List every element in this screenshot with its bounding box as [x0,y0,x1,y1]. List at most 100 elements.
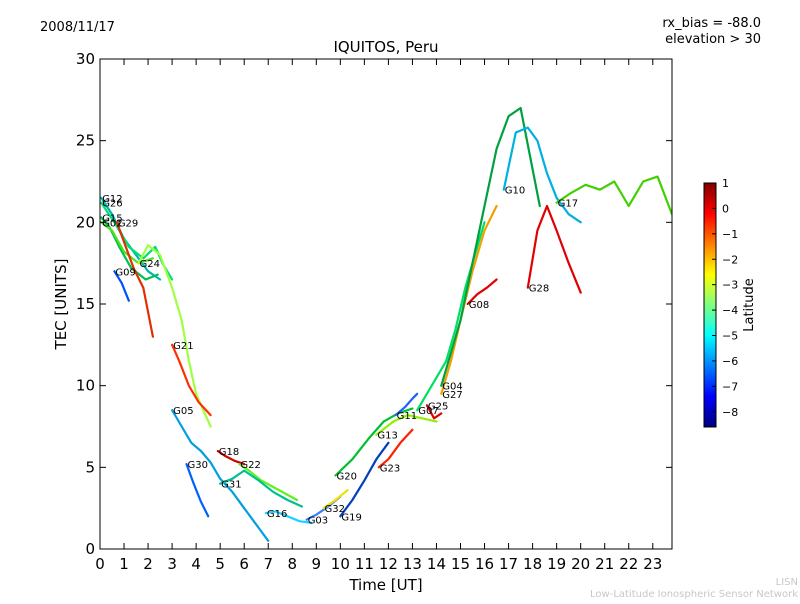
series-label-g26: G26 [102,199,122,210]
colorbar: 1 0 −1 −2 −3 −4 −5 −6 −7 −8 [703,177,738,428]
x-tick-label-7: 7 [263,555,273,573]
x-tick-label-5: 5 [215,555,225,573]
series-line-g19 [339,441,390,518]
series-line-g32 [322,489,349,510]
series-line-g21 [171,343,212,417]
x-tick-label-15: 15 [451,555,470,573]
series-label-g11: G11 [397,411,417,422]
x-tick-label-11: 11 [355,555,374,573]
y-tick-label-4: 20 [76,213,95,231]
colorbar-label: Latitude [742,278,757,332]
x-tick-label-22: 22 [619,555,638,573]
series-line-g11 [394,392,419,417]
series-label-g18: G18 [219,447,239,458]
series-label-g17: G17 [558,199,578,210]
series-label-g12: G12 [102,194,122,205]
series-line-g15 [100,216,159,281]
series-label-g27: G27 [442,390,462,401]
series-label-g13: G13 [377,431,397,442]
x-tick-label-18: 18 [523,555,542,573]
colorbar-tick-label-7: −6 [722,355,738,368]
plot-frame [99,58,673,550]
series-label-g04: G04 [442,382,462,393]
y-axis: 0 5 10 15 20 25 30 [76,50,672,558]
series-label-g23: G23 [380,463,400,474]
x-tick-label-1: 1 [119,555,129,573]
series-label-g05: G05 [173,406,193,417]
x-tick-label-6: 6 [239,555,249,573]
series-line-g30 [185,463,210,518]
series-line-g13 [375,414,438,436]
series-line-g08 [466,278,498,306]
series-label-g08: G08 [469,300,489,311]
x-tick-label-23: 23 [643,555,662,573]
series-line-g20 [334,407,414,477]
series-label-g31: G31 [221,480,241,491]
y-tick-label-6: 30 [76,50,95,68]
series-line-g23 [377,428,414,469]
x-tick-label-17: 17 [499,555,518,573]
colorbar-tick-label-1: 0 [722,202,729,215]
series-label-g24: G24 [139,259,159,270]
x-tick-label-21: 21 [595,555,614,573]
x-tick-label-13: 13 [403,555,422,573]
colorbar-tick-label-8: −7 [722,380,738,393]
series-label-g21: G21 [173,341,193,352]
series-line-g04 [440,106,541,387]
colorbar-tick-label-4: −3 [722,279,738,292]
series-label-g32: G32 [325,504,345,515]
x-tick-label-14: 14 [427,555,446,573]
x-tick-label-9: 9 [312,555,322,573]
series-label-g30: G30 [188,460,208,471]
y-tick-label-2: 10 [76,377,95,395]
chart-title: IQUITOS, Peru [333,38,438,56]
series-label-g09: G09 [115,267,135,278]
x-tick-label-3: 3 [167,555,177,573]
series-line-g09 [113,270,130,302]
colorbar-tick-label-6: −5 [722,330,738,343]
series-label-g15: G15 [102,213,122,224]
x-axis: 0 1 2 3 4 5 6 7 8 9 10 11 12 13 14 15 16 17 18 19 20 21 22 23 [95,59,662,573]
colorbar-tick-label-9: −8 [722,406,738,419]
series-label-g28: G28 [529,284,549,295]
series-line-g28 [526,204,582,294]
series-label-g22: G22 [240,460,260,471]
series-line-g18 [216,449,246,466]
colorbar-tick-label-3: −2 [722,253,738,266]
colorbar-tick-label-0: 1 [722,177,729,190]
series-label-g25: G25 [428,401,448,412]
x-tick-label-12: 12 [379,555,398,573]
series-line-g22 [238,463,299,502]
series-label-g20: G20 [337,472,357,483]
x-tick-label-2: 2 [143,555,153,573]
series-layer [100,106,672,542]
series-label-g02: G02 [102,218,122,229]
series-label-g16: G16 [267,509,287,520]
x-tick-label-20: 20 [571,555,590,573]
x-tick-label-0: 0 [95,555,105,573]
colorbar-tick-label-2: −1 [722,228,738,241]
series-label-g07: G07 [418,406,438,417]
header-elevation: elevation > 30 [665,32,761,47]
x-tick-label-16: 16 [475,555,494,573]
y-tick-label-5: 25 [76,132,95,150]
colorbar-ramp [703,182,717,428]
footer-network: Low-Latitude Ionospheric Sensor Network [590,589,798,600]
series-line-g25 [425,404,443,420]
series-label-g03: G03 [308,516,328,527]
y-axis-label: TEC [UNITS] [52,259,70,351]
colorbar-tick-label-5: −4 [722,304,738,317]
series-line-g29 [115,221,154,338]
series-line-g17 [555,175,672,216]
header-date: 2008/11/17 [40,20,115,35]
y-tick-label-3: 15 [76,295,95,313]
x-tick-label-19: 19 [547,555,566,573]
y-tick-label-1: 5 [85,458,95,476]
x-tick-label-8: 8 [287,555,297,573]
x-tick-label-4: 4 [191,555,201,573]
y-tick-label-0: 0 [85,540,95,558]
series-label-g19: G19 [341,512,361,523]
